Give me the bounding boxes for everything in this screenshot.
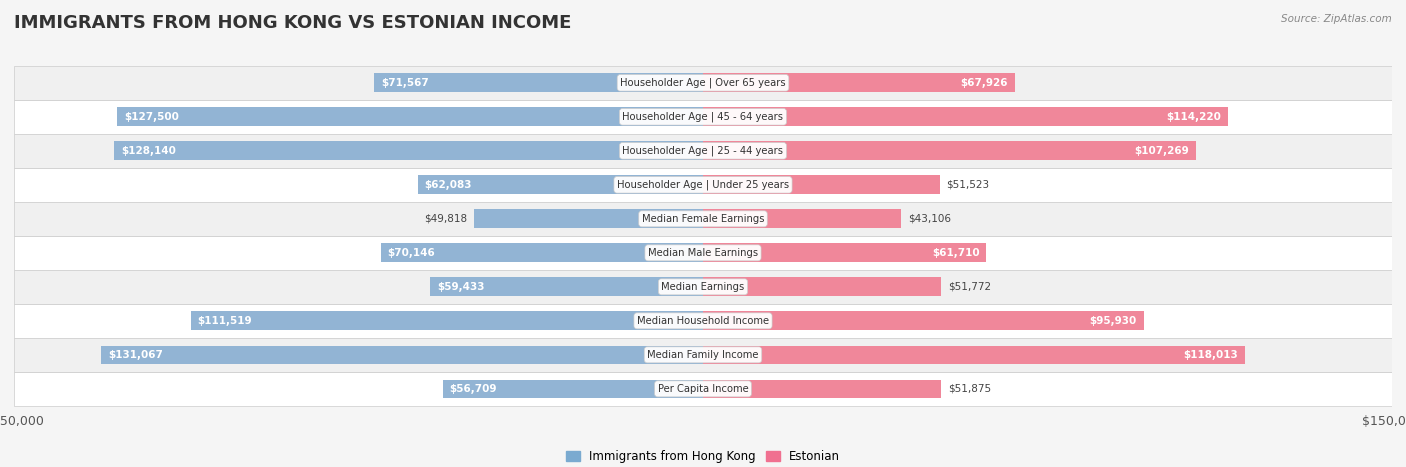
Text: Median Female Earnings: Median Female Earnings [641, 214, 765, 224]
Text: Householder Age | 25 - 44 years: Householder Age | 25 - 44 years [623, 146, 783, 156]
Bar [14, 236, 1392, 270]
Text: Median Earnings: Median Earnings [661, 282, 745, 292]
Bar [703, 380, 941, 398]
Text: IMMIGRANTS FROM HONG KONG VS ESTONIAN INCOME: IMMIGRANTS FROM HONG KONG VS ESTONIAN IN… [14, 14, 571, 32]
Bar [703, 176, 939, 194]
Bar [117, 107, 703, 126]
Text: Householder Age | Over 65 years: Householder Age | Over 65 years [620, 78, 786, 88]
Text: $127,500: $127,500 [124, 112, 179, 122]
Text: Per Capita Income: Per Capita Income [658, 384, 748, 394]
Bar [703, 311, 1143, 330]
Text: $67,926: $67,926 [960, 78, 1008, 88]
Text: Source: ZipAtlas.com: Source: ZipAtlas.com [1281, 14, 1392, 24]
Bar [14, 168, 1392, 202]
Text: Median Family Income: Median Family Income [647, 350, 759, 360]
Bar [703, 73, 1015, 92]
Text: Median Household Income: Median Household Income [637, 316, 769, 326]
Bar [703, 210, 901, 228]
Text: $51,875: $51,875 [948, 384, 991, 394]
Bar [14, 372, 1392, 406]
Text: $49,818: $49,818 [425, 214, 467, 224]
Text: $59,433: $59,433 [437, 282, 485, 292]
Text: Householder Age | Under 25 years: Householder Age | Under 25 years [617, 180, 789, 190]
Legend: Immigrants from Hong Kong, Estonian: Immigrants from Hong Kong, Estonian [561, 446, 845, 467]
Text: $61,710: $61,710 [932, 248, 980, 258]
Bar [14, 202, 1392, 236]
Bar [374, 73, 703, 92]
Bar [14, 338, 1392, 372]
Text: $131,067: $131,067 [108, 350, 163, 360]
Bar [703, 142, 1195, 160]
Bar [418, 176, 703, 194]
Bar [703, 346, 1246, 364]
Text: $107,269: $107,269 [1135, 146, 1189, 156]
Text: $111,519: $111,519 [198, 316, 252, 326]
Bar [703, 107, 1227, 126]
Bar [14, 66, 1392, 100]
Bar [443, 380, 703, 398]
Text: $43,106: $43,106 [908, 214, 950, 224]
Bar [381, 243, 703, 262]
Bar [14, 134, 1392, 168]
Text: $70,146: $70,146 [388, 248, 436, 258]
Bar [101, 346, 703, 364]
Text: $128,140: $128,140 [121, 146, 176, 156]
Text: $51,523: $51,523 [946, 180, 990, 190]
Text: $62,083: $62,083 [425, 180, 472, 190]
Bar [703, 243, 987, 262]
Text: $118,013: $118,013 [1184, 350, 1239, 360]
Bar [191, 311, 703, 330]
Text: $51,772: $51,772 [948, 282, 991, 292]
Bar [14, 304, 1392, 338]
Bar [430, 277, 703, 296]
Bar [14, 270, 1392, 304]
Bar [703, 277, 941, 296]
Bar [474, 210, 703, 228]
Text: $56,709: $56,709 [450, 384, 496, 394]
Text: $95,930: $95,930 [1090, 316, 1136, 326]
Text: Householder Age | 45 - 64 years: Householder Age | 45 - 64 years [623, 112, 783, 122]
Text: $71,567: $71,567 [381, 78, 429, 88]
Text: Median Male Earnings: Median Male Earnings [648, 248, 758, 258]
Bar [14, 100, 1392, 134]
Text: $114,220: $114,220 [1166, 112, 1220, 122]
Bar [114, 142, 703, 160]
